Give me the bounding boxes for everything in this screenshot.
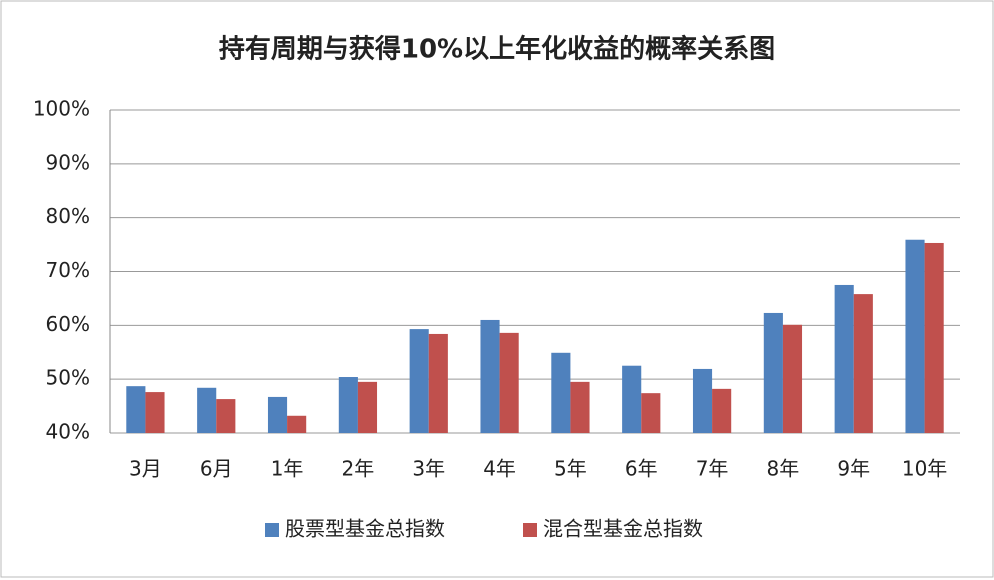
bar — [480, 319, 500, 433]
x-tick-label: 9年 — [837, 457, 870, 481]
y-tick-label: 80% — [46, 204, 90, 228]
bar — [641, 393, 661, 433]
bar — [216, 399, 236, 433]
bar — [287, 415, 307, 433]
x-tick-label: 10年 — [902, 457, 947, 481]
x-tick-label: 6月 — [200, 457, 233, 481]
bar — [197, 387, 217, 433]
bar — [409, 329, 429, 433]
bar — [551, 352, 571, 433]
legend-label: 混合型基金总指数 — [543, 517, 703, 541]
bar — [267, 396, 288, 433]
y-tick-label: 40% — [46, 420, 90, 444]
bar — [905, 239, 925, 433]
y-tick-label: 60% — [46, 312, 90, 336]
bar — [924, 242, 944, 433]
bar — [126, 386, 146, 433]
bar — [763, 312, 783, 433]
y-tick-label: 100% — [33, 97, 90, 121]
bar — [692, 368, 713, 433]
bar — [338, 377, 358, 433]
x-tick-label: 2年 — [342, 457, 375, 481]
x-tick-label: 8年 — [767, 457, 800, 481]
chart-title: 持有周期与获得10%以上年化收益的概率关系图 — [219, 34, 775, 65]
bar — [145, 392, 165, 433]
bar — [499, 332, 519, 433]
bar — [357, 381, 378, 433]
bar — [570, 381, 590, 433]
x-tick-label: 5年 — [554, 457, 587, 481]
x-tick-label: 1年 — [271, 457, 304, 481]
x-tick-label: 3年 — [412, 457, 445, 481]
y-tick-label: 70% — [46, 258, 90, 282]
x-tick-label: 3月 — [129, 457, 162, 481]
y-tick-label: 90% — [46, 150, 90, 174]
bar — [712, 388, 732, 433]
legend-swatch — [265, 523, 279, 537]
bar — [834, 284, 854, 433]
bar — [853, 294, 873, 433]
legend-label: 股票型基金总指数 — [285, 517, 445, 541]
bar — [782, 324, 803, 433]
x-tick-label: 7年 — [696, 457, 729, 481]
x-tick-label: 6年 — [625, 457, 658, 481]
bar — [428, 333, 448, 433]
bar — [622, 365, 642, 433]
y-tick-label: 50% — [46, 366, 90, 390]
x-tick-label: 4年 — [483, 457, 516, 481]
legend-swatch — [523, 523, 537, 537]
